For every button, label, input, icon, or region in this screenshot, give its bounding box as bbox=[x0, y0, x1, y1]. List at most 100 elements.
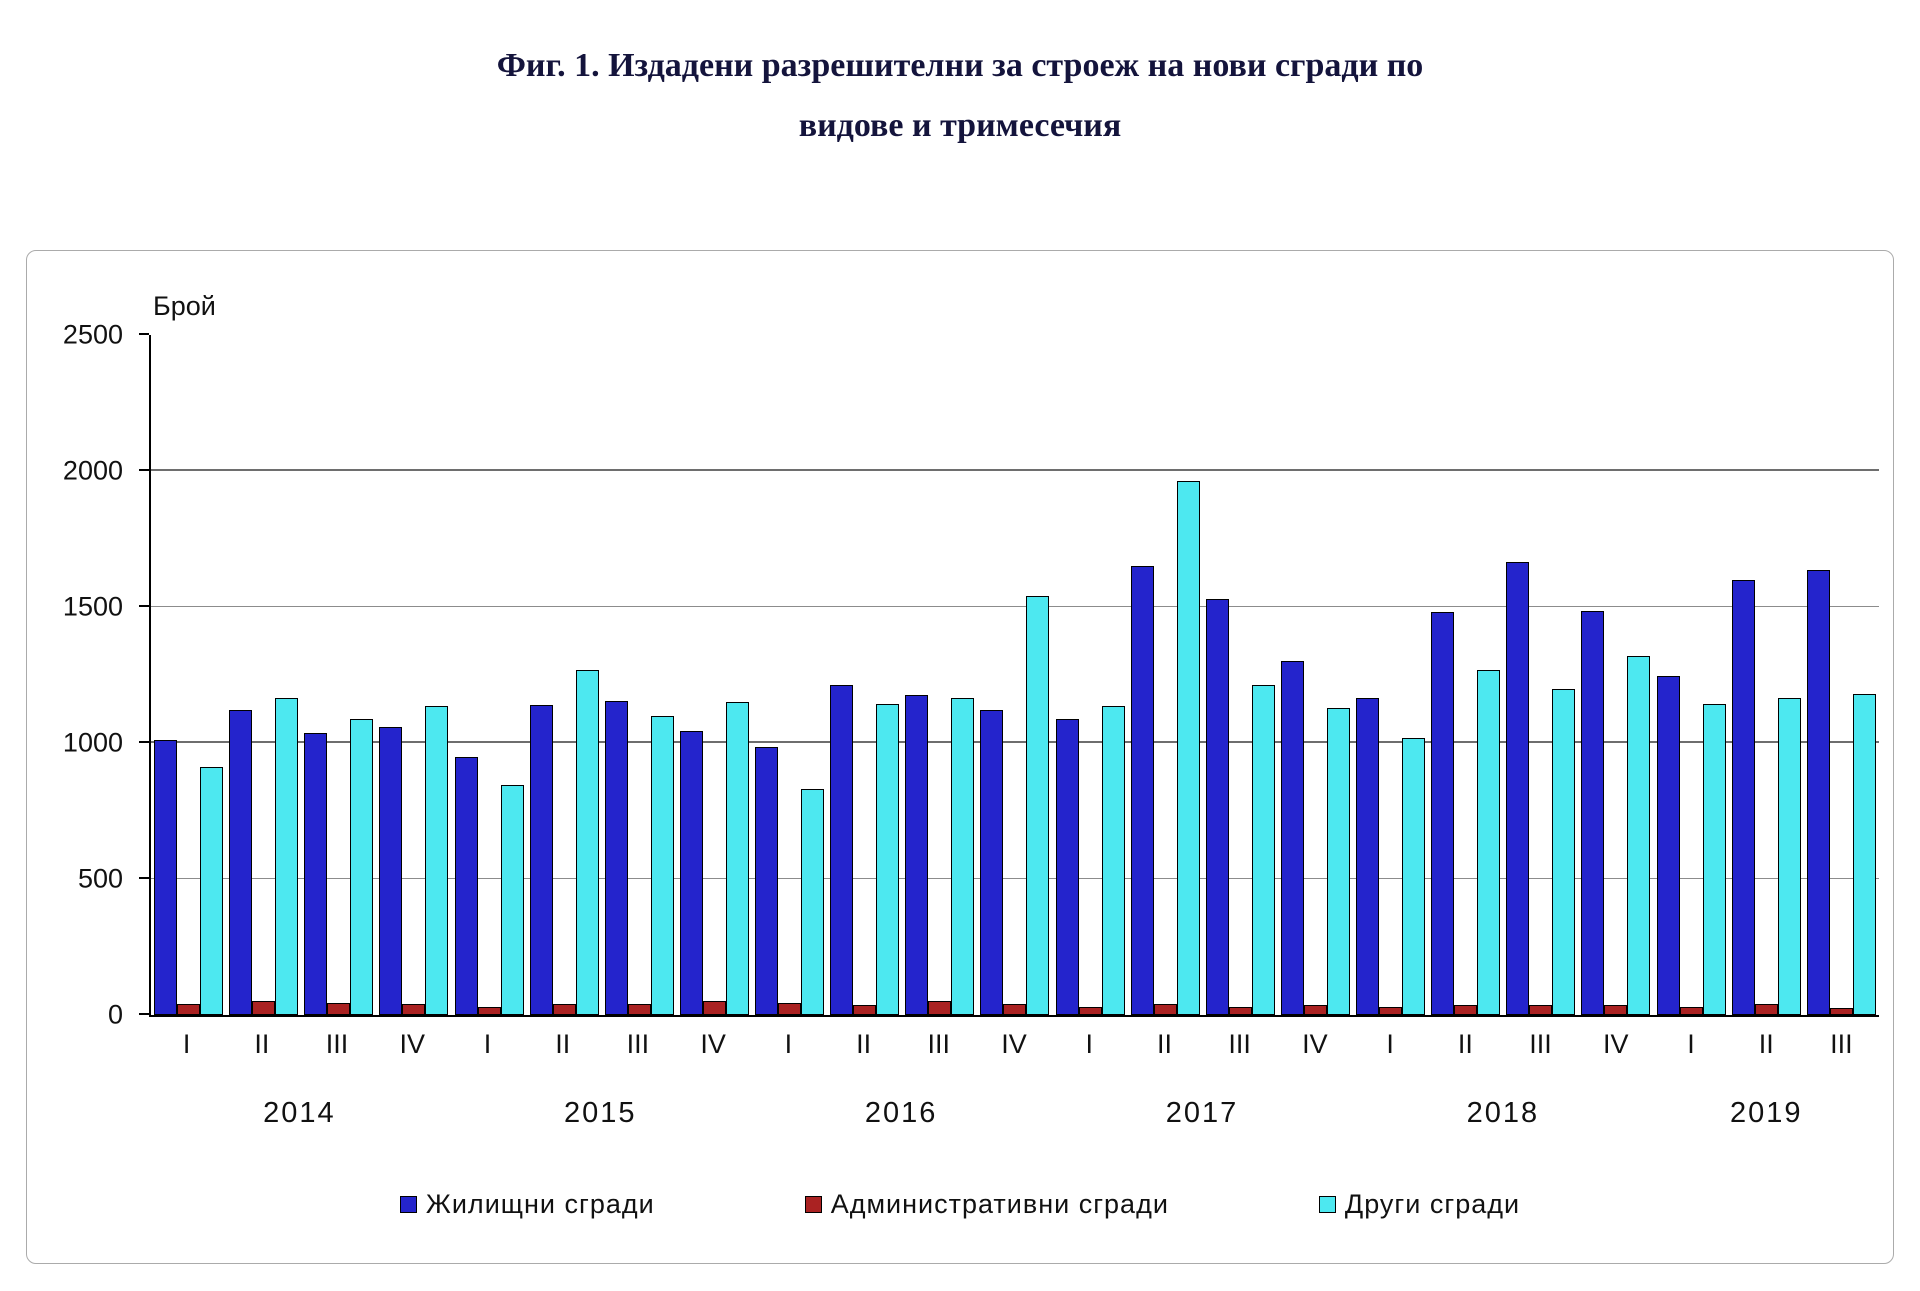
bar-residential bbox=[905, 695, 929, 1015]
x-axis-ticks: I II III IV I II III IV I II III IV I II III IV I II III IV… bbox=[149, 1029, 1879, 1060]
bar-groups bbox=[151, 335, 1879, 1015]
y-tick-mark bbox=[139, 877, 149, 879]
y-tick-mark bbox=[139, 741, 149, 743]
bar-other bbox=[650, 715, 674, 1015]
legend-label-residential: Жилищни сгради bbox=[425, 1189, 655, 1219]
bar-administrative bbox=[552, 1004, 576, 1015]
bar-group bbox=[1203, 335, 1278, 1015]
bar-other bbox=[1702, 703, 1726, 1015]
gridline bbox=[151, 469, 1879, 471]
legend-item-administrative: Административни сгради bbox=[804, 1189, 1169, 1220]
bar-other bbox=[1251, 684, 1275, 1015]
y-tick-mark bbox=[139, 469, 149, 471]
year-label: 2019 bbox=[1729, 1097, 1803, 1129]
bar-administrative bbox=[1303, 1005, 1327, 1015]
bar-administrative bbox=[627, 1004, 651, 1015]
legend-swatch-other bbox=[1318, 1196, 1336, 1213]
legend-label-administrative: Административни сгради bbox=[830, 1189, 1169, 1219]
bar-residential bbox=[304, 733, 328, 1015]
bar-group bbox=[376, 335, 451, 1015]
x-tick-label: II bbox=[856, 1029, 872, 1059]
chart-title: Фиг. 1. Издадени разрешителни за строеж … bbox=[0, 36, 1920, 155]
bar-other bbox=[1026, 596, 1050, 1015]
gridline bbox=[151, 606, 1879, 607]
x-tick-label: III bbox=[626, 1029, 650, 1059]
bar-residential bbox=[379, 726, 403, 1015]
x-tick-label: IV bbox=[700, 1029, 726, 1059]
legend-swatch-administrative bbox=[804, 1196, 822, 1213]
bar-group bbox=[977, 335, 1052, 1015]
bar-group bbox=[452, 335, 527, 1015]
bar-other bbox=[1402, 737, 1426, 1015]
bar-residential bbox=[454, 756, 478, 1015]
bar-other bbox=[1477, 669, 1501, 1015]
legend-label-other: Други сгради bbox=[1344, 1189, 1521, 1219]
legend-item-other: Други сгради bbox=[1318, 1189, 1521, 1220]
x-tick-label: I bbox=[1687, 1029, 1695, 1059]
bar-residential bbox=[755, 747, 779, 1015]
bar-group bbox=[1053, 335, 1128, 1015]
bar-other bbox=[1552, 688, 1576, 1015]
x-tick-label: II bbox=[1758, 1029, 1774, 1059]
x-tick-label: III bbox=[1830, 1029, 1853, 1059]
legend-item-residential: Жилищни сгради bbox=[399, 1189, 655, 1220]
y-tick-label: 1000 bbox=[62, 727, 123, 758]
bar-administrative bbox=[1379, 1006, 1403, 1015]
bar-group bbox=[677, 335, 752, 1015]
bar-residential bbox=[1506, 562, 1530, 1015]
bar-group bbox=[1654, 335, 1729, 1015]
bar-other bbox=[1176, 480, 1200, 1015]
bar-other bbox=[801, 789, 825, 1015]
bar-residential bbox=[1581, 611, 1605, 1015]
plot-area bbox=[139, 333, 1879, 1017]
bar-administrative bbox=[177, 1004, 201, 1015]
bar-administrative bbox=[327, 1002, 351, 1015]
bar-administrative bbox=[1604, 1005, 1628, 1015]
x-tick-label: II bbox=[254, 1029, 270, 1059]
x-tick-label: III bbox=[1228, 1029, 1251, 1059]
bar-other bbox=[200, 767, 224, 1015]
bar-group bbox=[902, 335, 977, 1015]
bar-administrative bbox=[928, 1001, 952, 1015]
bar-administrative bbox=[1454, 1005, 1478, 1015]
chart-container: Брой 0 500 1000 1500 2000 2500 I II III IV I II III… bbox=[26, 250, 1894, 1264]
bar-group bbox=[602, 335, 677, 1015]
x-tick-label: IV bbox=[399, 1029, 426, 1059]
bar-group bbox=[1729, 335, 1804, 1015]
bar-administrative bbox=[1228, 1006, 1252, 1015]
bar-other bbox=[725, 702, 749, 1015]
bar-group bbox=[226, 335, 301, 1015]
bar-other bbox=[500, 785, 524, 1015]
bar-group bbox=[301, 335, 376, 1015]
bar-administrative bbox=[1679, 1006, 1703, 1015]
chart-title-line2: видове и тримесечия bbox=[798, 106, 1122, 144]
bar-residential bbox=[1280, 661, 1304, 1015]
bar-other bbox=[951, 698, 975, 1015]
bar-other bbox=[1852, 694, 1876, 1015]
bar-residential bbox=[830, 684, 854, 1015]
bar-administrative bbox=[1829, 1008, 1853, 1015]
bar-other bbox=[1101, 706, 1125, 1015]
bar-residential bbox=[1356, 698, 1380, 1015]
bar-group bbox=[1428, 335, 1503, 1015]
chart-title-line1: Фиг. 1. Издадени разрешителни за строеж … bbox=[496, 47, 1424, 84]
bar-residential bbox=[1656, 676, 1680, 1015]
bar-residential bbox=[604, 700, 628, 1015]
bar-other bbox=[575, 669, 599, 1015]
bar-group bbox=[527, 335, 602, 1015]
x-tick-label: III bbox=[1529, 1029, 1552, 1059]
y-tick-label: 1500 bbox=[62, 591, 123, 622]
bar-residential bbox=[1731, 579, 1755, 1015]
legend: Жилищни сгради Административни сгради Друг… bbox=[27, 1189, 1893, 1220]
bar-other bbox=[425, 706, 449, 1015]
year-label: 2014 bbox=[263, 1097, 336, 1129]
bar-administrative bbox=[402, 1004, 426, 1015]
bar-residential bbox=[1431, 612, 1455, 1015]
bar-group bbox=[1353, 335, 1428, 1015]
bar-residential bbox=[154, 740, 178, 1015]
legend-swatch-residential bbox=[399, 1196, 417, 1213]
bar-administrative bbox=[477, 1006, 501, 1015]
x-tick-label: IV bbox=[1603, 1029, 1629, 1059]
gridline bbox=[151, 878, 1879, 879]
